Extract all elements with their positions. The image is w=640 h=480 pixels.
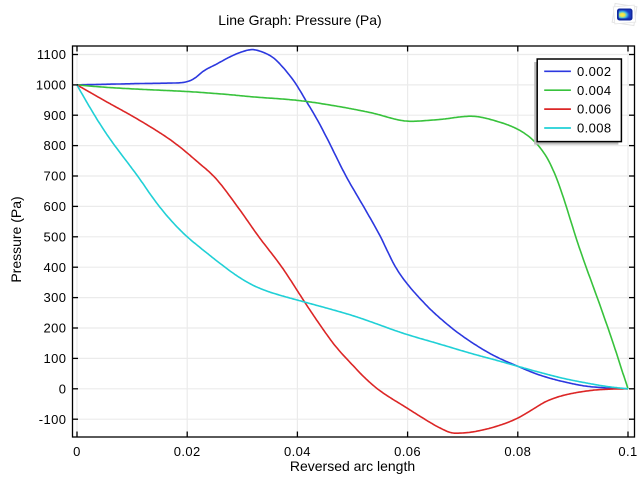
svg-text:0.1: 0.1 (618, 444, 637, 459)
svg-text:0.006: 0.006 (577, 102, 612, 117)
svg-text:400: 400 (44, 260, 67, 275)
svg-text:300: 300 (44, 290, 67, 305)
svg-text:0.08: 0.08 (504, 444, 531, 459)
svg-text:0.008: 0.008 (577, 121, 612, 136)
svg-text:500: 500 (44, 229, 67, 244)
svg-text:0.02: 0.02 (174, 444, 201, 459)
svg-text:1000: 1000 (36, 78, 67, 93)
svg-text:0.06: 0.06 (394, 444, 421, 459)
svg-text:Line Graph: Pressure (Pa): Line Graph: Pressure (Pa) (218, 12, 381, 28)
svg-text:0.004: 0.004 (577, 83, 612, 98)
svg-text:0.04: 0.04 (284, 444, 311, 459)
svg-text:Pressure (Pa): Pressure (Pa) (8, 196, 24, 282)
svg-text:800: 800 (44, 138, 67, 153)
svg-text:-100: -100 (39, 412, 67, 427)
svg-text:1100: 1100 (37, 47, 67, 62)
svg-text:600: 600 (44, 199, 67, 214)
svg-text:100: 100 (44, 351, 67, 366)
svg-text:900: 900 (44, 108, 67, 123)
svg-text:Reversed arc length: Reversed arc length (290, 458, 415, 474)
svg-text:700: 700 (44, 169, 67, 184)
svg-text:0: 0 (73, 444, 81, 459)
svg-text:0: 0 (59, 381, 67, 396)
svg-text:0.002: 0.002 (577, 64, 612, 79)
svg-text:200: 200 (44, 321, 67, 336)
